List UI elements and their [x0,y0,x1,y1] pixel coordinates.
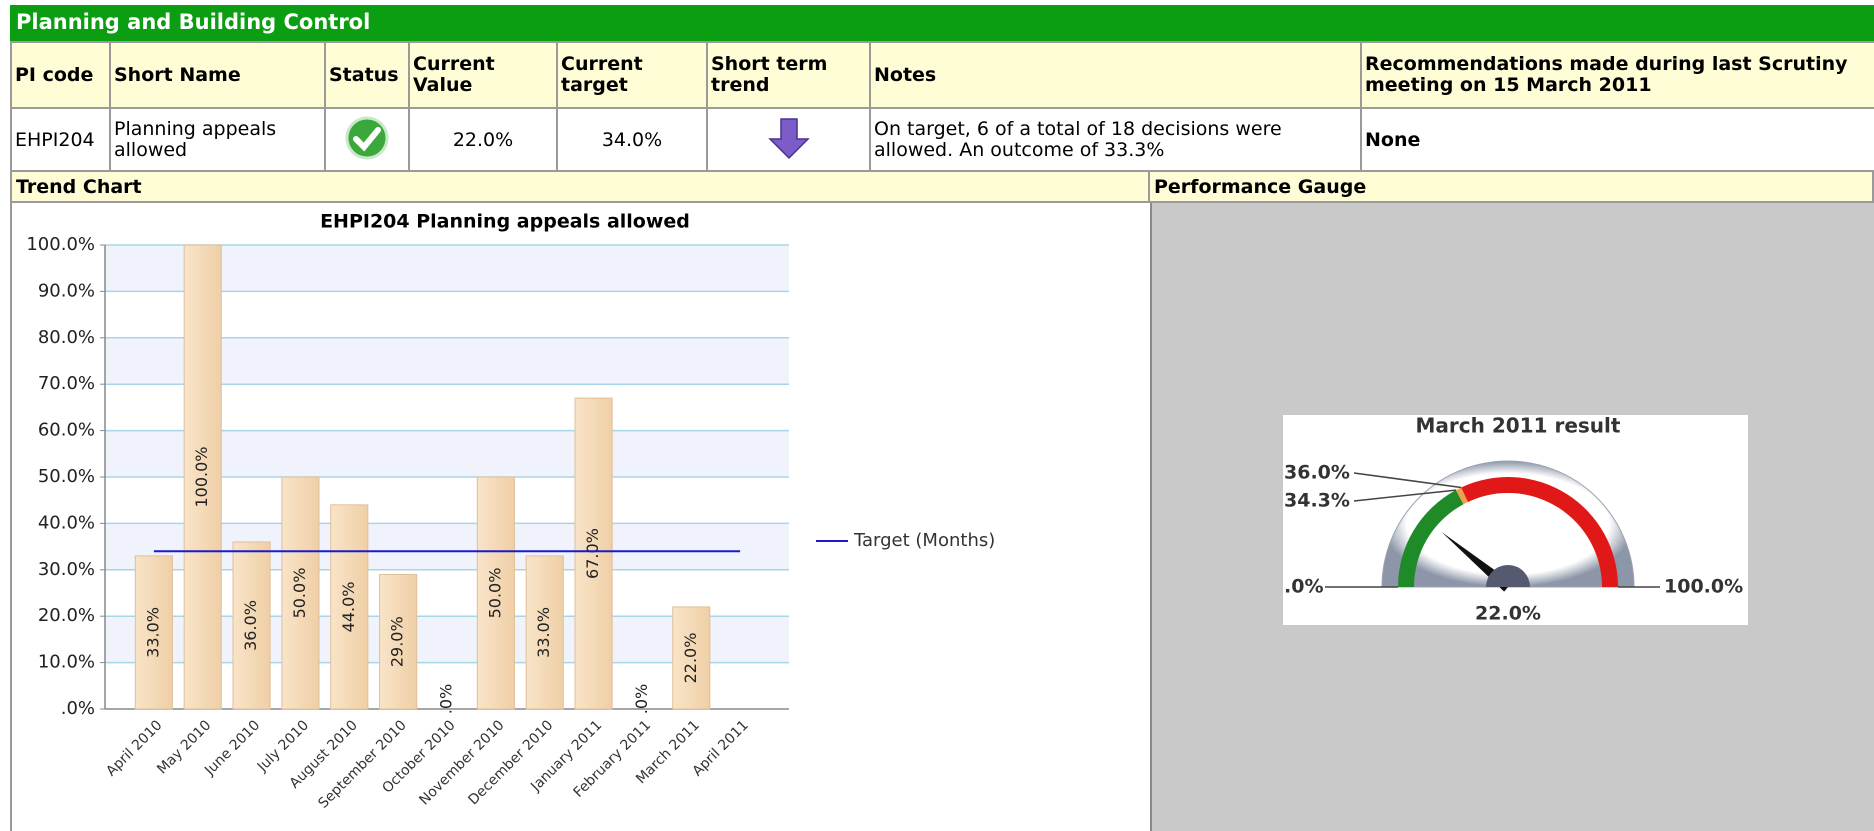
y-tick-label: 70.0% [38,373,95,394]
value-label: 33.0% [534,607,553,658]
value-label: 44.0% [339,582,358,633]
value-label: 50.0% [290,568,309,619]
gauge-title: March 2011 result [1416,414,1621,438]
value-label: 50.0% [485,568,504,619]
y-tick-label: .0% [61,698,95,719]
gauge-value-label: 22.0% [1475,603,1541,625]
table-cell: Status [324,41,410,109]
y-tick-label: 10.0% [38,652,95,673]
value-label: .0% [632,684,651,714]
value-label: 22.0% [681,633,700,684]
value-label: 67.0% [583,528,602,579]
table-cell: Current Value [408,41,558,109]
y-tick-label: 90.0% [38,280,95,301]
table-cell [706,107,871,173]
value-label: 36.0% [241,600,260,651]
chart-title: EHPI204 Planning appeals allowed [320,211,690,233]
gauge-threshold-line [1353,472,1462,489]
y-tick-label: 20.0% [38,605,95,626]
bar [183,244,222,710]
x-tick-label: November 2010 [416,717,507,808]
gauge-threshold-line [1353,489,1456,502]
gauge-max-label: 100.0% [1664,576,1743,598]
section-title: Performance Gauge [1148,170,1874,203]
y-tick-label: 30.0% [38,559,95,580]
value-label: 33.0% [143,607,162,658]
table-cell: Recommendations made during last Scrutin… [1360,41,1874,109]
gauge-threshold-label: 36.0% [1284,462,1350,484]
gauge-band [1398,490,1464,587]
gauge-band [1461,477,1618,587]
gauge-bezel [1381,460,1635,588]
chart-panel [10,203,1150,831]
value-label: .0% [437,684,456,714]
table-row: PI code Short Name Status Current Value Curr… [10,41,1874,109]
table-cell: Current target [556,41,708,109]
bar [281,476,320,710]
y-tick-label: 100.0% [26,234,95,255]
table-cell: Short term trend [706,41,871,109]
status-icon [345,116,389,160]
bar [672,606,711,710]
bar [476,476,515,710]
table-cell: Notes [869,41,1362,109]
table-cell: None [1360,107,1874,173]
x-tick-label: September 2010 [315,717,409,811]
table-cell: On target, 6 of a total of 18 decisions … [869,107,1362,173]
gauge-min-label: .0% [1284,576,1323,598]
x-tick-label: December 2010 [465,717,556,808]
value-label: 29.0% [388,616,407,667]
table-cell: PI code [10,41,111,109]
y-tick-label: 60.0% [38,420,95,441]
gauge-band [1455,487,1468,505]
trend-icon [767,117,810,159]
page-title: Planning and Building Control [10,5,1874,41]
table-cell: Short Name [109,41,326,109]
table-cell: EHPI204 [10,107,111,173]
bar [379,573,418,710]
bar [574,397,613,710]
table-cell [324,107,410,173]
gauge-hub [1486,565,1530,587]
y-tick-label: 50.0% [38,466,95,487]
legend-label: Target (Months) [853,530,995,551]
pi-table: PI code Short Name Status Current Value Curr… [10,41,1874,173]
table-cell: Planning appeals allowed [109,107,326,173]
bar [330,504,369,710]
gauge-threshold-label: 34.3% [1284,490,1350,512]
y-tick-label: 80.0% [38,327,95,348]
bar [525,555,564,710]
bar [232,541,271,710]
value-label: 100.0% [192,446,211,507]
bar [134,555,173,710]
section-title: Trend Chart [10,170,1150,203]
y-tick-label: 40.0% [38,512,95,533]
table-cell: 34.0% [556,107,708,173]
x-tick-label: April 2010 [103,717,165,779]
